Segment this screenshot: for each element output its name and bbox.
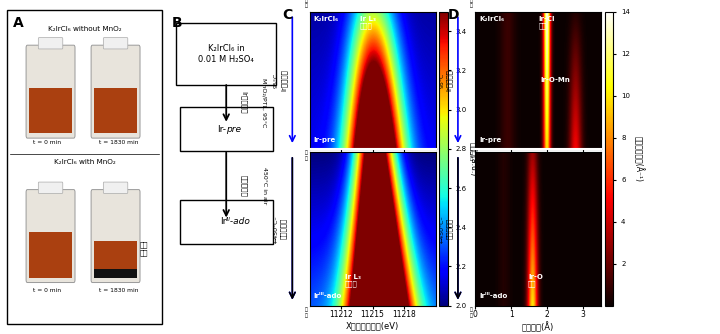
FancyBboxPatch shape	[7, 10, 162, 324]
Bar	[94, 269, 137, 278]
Text: 例
縦: 例 縦	[305, 0, 307, 8]
Text: 例
縦: 例 縦	[470, 150, 473, 161]
Text: K₂IrCl₆ with MnO₂: K₂IrCl₆ with MnO₂	[54, 159, 115, 165]
Y-axis label: 動径構造関数(Å⁻¹): 動径構造関数(Å⁻¹)	[634, 136, 644, 182]
Text: Ir L₃
吸収端: Ir L₃ 吸収端	[345, 274, 361, 287]
Text: A: A	[14, 16, 24, 30]
Text: t = 0 min: t = 0 min	[33, 140, 61, 145]
Text: 熱処理過程: 熱処理過程	[240, 175, 247, 197]
FancyBboxPatch shape	[38, 38, 63, 49]
Text: 例
縦: 例 縦	[470, 0, 473, 8]
Text: Ir: Ir	[220, 217, 226, 226]
Text: pre: pre	[226, 125, 241, 134]
FancyBboxPatch shape	[180, 200, 273, 244]
FancyBboxPatch shape	[26, 190, 75, 283]
Text: ᴵᴵᴵ-ado: ᴵᴵᴵ-ado	[226, 217, 251, 226]
FancyBboxPatch shape	[176, 23, 276, 86]
Text: 熱処理過程: 熱処理過程	[446, 218, 453, 239]
Text: Ir-O-Mn: Ir-O-Mn	[541, 77, 570, 83]
Text: K₂IrCl₆ without MnO₂: K₂IrCl₆ without MnO₂	[48, 26, 122, 32]
Text: 95°C: 95°C	[440, 72, 444, 88]
Text: ←450°C–: ←450°C–	[274, 215, 279, 242]
Text: Ir吸着過程: Ir吸着過程	[240, 91, 247, 114]
Text: Ir吸着過程: Ir吸着過程	[446, 69, 453, 91]
Bar	[30, 232, 72, 278]
Y-axis label: 吸収度(a.u.): 吸収度(a.u.)	[469, 142, 478, 176]
Text: t = 1830 min: t = 1830 min	[99, 140, 138, 145]
Bar	[30, 88, 72, 133]
FancyBboxPatch shape	[91, 45, 140, 138]
Text: 450°C in air: 450°C in air	[262, 167, 267, 204]
X-axis label: 結合距離(Å): 結合距離(Å)	[522, 322, 554, 332]
Text: Irᴵᴵᴵ-ado: Irᴵᴵᴵ-ado	[313, 294, 341, 300]
FancyBboxPatch shape	[104, 38, 127, 49]
Text: ←450°C–: ←450°C–	[440, 215, 444, 242]
Bar	[94, 88, 137, 133]
X-axis label: X線エネルギー(eV): X線エネルギー(eV)	[346, 322, 399, 331]
Text: MnO₂/PTL, 95°C: MnO₂/PTL, 95°C	[262, 78, 267, 127]
FancyBboxPatch shape	[26, 45, 75, 138]
Text: K₂IrCl₆ in
0.01 M H₂SO₄: K₂IrCl₆ in 0.01 M H₂SO₄	[198, 44, 254, 64]
Text: C: C	[282, 8, 292, 22]
FancyBboxPatch shape	[104, 182, 127, 193]
Text: Ir吸着過程: Ir吸着過程	[280, 69, 287, 91]
Text: t = 1830 min: t = 1830 min	[99, 288, 138, 293]
Text: Ir-O
配位: Ir-O 配位	[528, 274, 543, 287]
Text: D: D	[448, 8, 459, 22]
FancyBboxPatch shape	[38, 182, 63, 193]
Text: Ir-Cl
配位: Ir-Cl 配位	[539, 16, 554, 29]
Text: K₂IrCl₆: K₂IrCl₆	[479, 16, 504, 22]
Text: t = 0 min: t = 0 min	[33, 288, 61, 293]
Text: Ir L₃
吸収端: Ir L₃ 吸収端	[360, 16, 376, 29]
Text: 例
縦: 例 縦	[470, 307, 473, 318]
Text: 95°C: 95°C	[274, 72, 279, 88]
Text: Irᴵᴵᴵ-ado: Irᴵᴵᴵ-ado	[479, 294, 507, 300]
Text: Ir-: Ir-	[217, 125, 226, 134]
Text: B: B	[171, 16, 182, 30]
Text: 例
縦: 例 縦	[305, 307, 307, 318]
FancyBboxPatch shape	[180, 107, 273, 151]
Text: 完全
吸着: 完全 吸着	[139, 241, 148, 256]
Text: Ir-pre: Ir-pre	[479, 137, 501, 143]
Text: 例
縦: 例 縦	[305, 150, 307, 161]
Text: Ir-pre: Ir-pre	[313, 137, 336, 143]
Bar	[94, 241, 137, 278]
Text: 熱処理過程: 熱処理過程	[280, 218, 287, 239]
FancyBboxPatch shape	[91, 190, 140, 283]
Text: K₂IrCl₆: K₂IrCl₆	[313, 16, 338, 22]
